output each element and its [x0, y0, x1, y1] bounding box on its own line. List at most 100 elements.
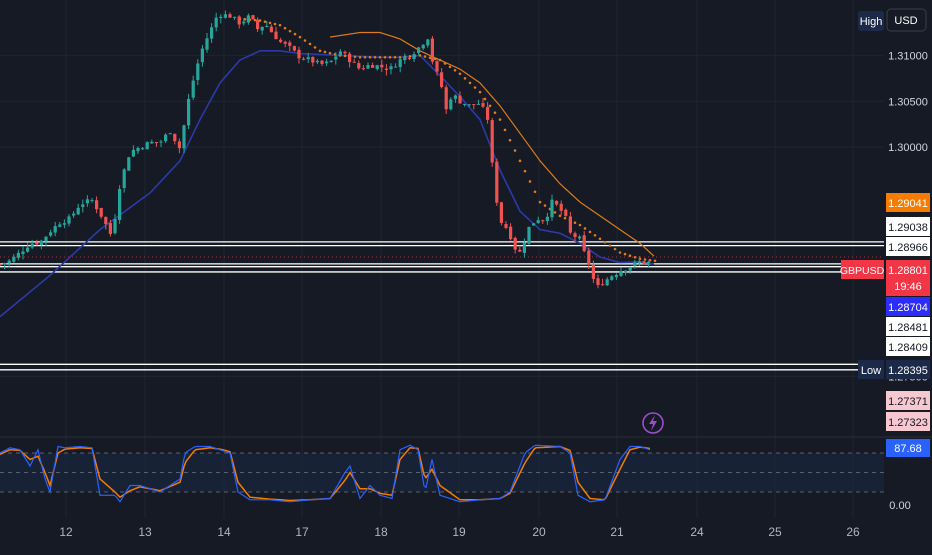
x-tick-label: 19	[452, 525, 466, 539]
dotted-ma-point	[588, 230, 592, 234]
dotted-ma-point	[438, 58, 442, 62]
dotted-ma-point	[608, 244, 612, 247]
dotted-ma-point	[523, 169, 527, 173]
candle-body	[237, 16, 241, 25]
candle-body	[39, 240, 43, 245]
candle-body	[610, 276, 614, 280]
candle-body	[256, 19, 260, 30]
dotted-ma-point	[453, 69, 457, 72]
price-tag	[886, 193, 930, 212]
candle-body	[30, 243, 34, 248]
candle-body	[596, 278, 600, 286]
candle-body	[476, 103, 480, 105]
dotted-ma-point	[408, 55, 412, 58]
y-tick-label: 1.30500	[888, 96, 928, 108]
lightning-icon[interactable]	[642, 412, 664, 434]
candle-body	[269, 26, 273, 33]
symbol-tag	[841, 260, 884, 279]
candle-body	[463, 103, 467, 105]
candle-body	[481, 103, 485, 107]
candle-body	[127, 157, 131, 171]
candle-body	[283, 41, 287, 44]
candle-body	[444, 87, 448, 110]
candle-body	[251, 15, 255, 19]
candle-body	[527, 226, 531, 244]
dotted-ma-point	[518, 159, 522, 163]
candle-body	[532, 223, 536, 226]
candle-body	[118, 189, 122, 220]
dotted-ma-point	[258, 19, 262, 22]
candle-body	[398, 59, 402, 68]
price-tag-label: 1.27371	[888, 396, 928, 408]
candle-body	[113, 219, 117, 234]
dotted-ma-point	[288, 29, 292, 33]
dotted-ma-point	[243, 17, 247, 21]
dotted-ma-point	[558, 214, 562, 218]
x-tick-label: 18	[374, 525, 388, 539]
price-tag-label: 1.29038	[888, 222, 928, 234]
high-toggle[interactable]: High	[858, 11, 884, 31]
candle-body	[16, 252, 20, 258]
candle-body	[12, 256, 16, 262]
candle-body	[449, 99, 453, 110]
candle-body	[509, 226, 513, 240]
candle-body	[633, 262, 637, 266]
candle-body	[200, 48, 204, 63]
dotted-ma-point	[533, 190, 537, 194]
dotted-ma-point	[583, 227, 587, 230]
dotted-ma-point	[563, 216, 567, 220]
candle-body	[357, 63, 361, 69]
dotted-ma-point	[423, 55, 427, 58]
candle-body	[53, 226, 57, 233]
candle-body	[605, 279, 609, 286]
stoch-k-line	[0, 444, 651, 503]
dotted-ma-point	[593, 234, 597, 237]
candle-body	[196, 63, 200, 81]
candle-body	[173, 133, 177, 142]
candle-body	[545, 216, 549, 222]
candle-body	[343, 51, 347, 54]
candle-body	[375, 65, 379, 69]
candle-body	[72, 213, 76, 216]
dotted-ma-point	[538, 200, 542, 204]
dotted-ma-point	[473, 86, 477, 89]
candle-body	[260, 26, 264, 31]
candle-body	[223, 14, 227, 18]
candle-body	[573, 233, 577, 238]
dotted-ma-point	[368, 55, 372, 59]
candle-body	[246, 15, 250, 23]
currency-button[interactable]: USD	[886, 8, 927, 32]
candle-body	[472, 104, 476, 106]
dotted-ma-point	[363, 55, 367, 59]
candle-body	[76, 207, 80, 215]
moving-averages	[0, 17, 657, 318]
dotted-ma-point	[268, 21, 272, 25]
gridlines	[0, 0, 932, 518]
orange-moving-average	[329, 31, 655, 257]
high-label: High	[860, 16, 883, 28]
horizontal-lines[interactable]	[0, 241, 884, 371]
candle-body	[407, 57, 411, 59]
dotted-ma-point	[378, 55, 382, 59]
stochastic-pane	[0, 444, 884, 503]
x-tick-label: 14	[217, 525, 231, 539]
x-tick-label: 20	[532, 525, 546, 539]
dotted-ma-point	[433, 57, 437, 61]
candle-body	[306, 57, 310, 60]
candle-body	[58, 224, 62, 227]
dotted-ma-point	[653, 259, 657, 263]
low-label-box	[858, 360, 884, 379]
dotted-ma-point	[643, 258, 647, 261]
candle-body	[62, 223, 66, 225]
candle-body	[191, 80, 195, 98]
candle-body	[81, 204, 85, 208]
candle-body	[67, 216, 71, 224]
dotted-ma-point	[313, 46, 317, 49]
candle-body	[555, 200, 559, 205]
candle-body	[541, 220, 545, 222]
candle-body	[3, 263, 7, 265]
candle-body	[325, 61, 329, 64]
candle-body	[518, 249, 522, 252]
candle-body	[315, 60, 319, 63]
